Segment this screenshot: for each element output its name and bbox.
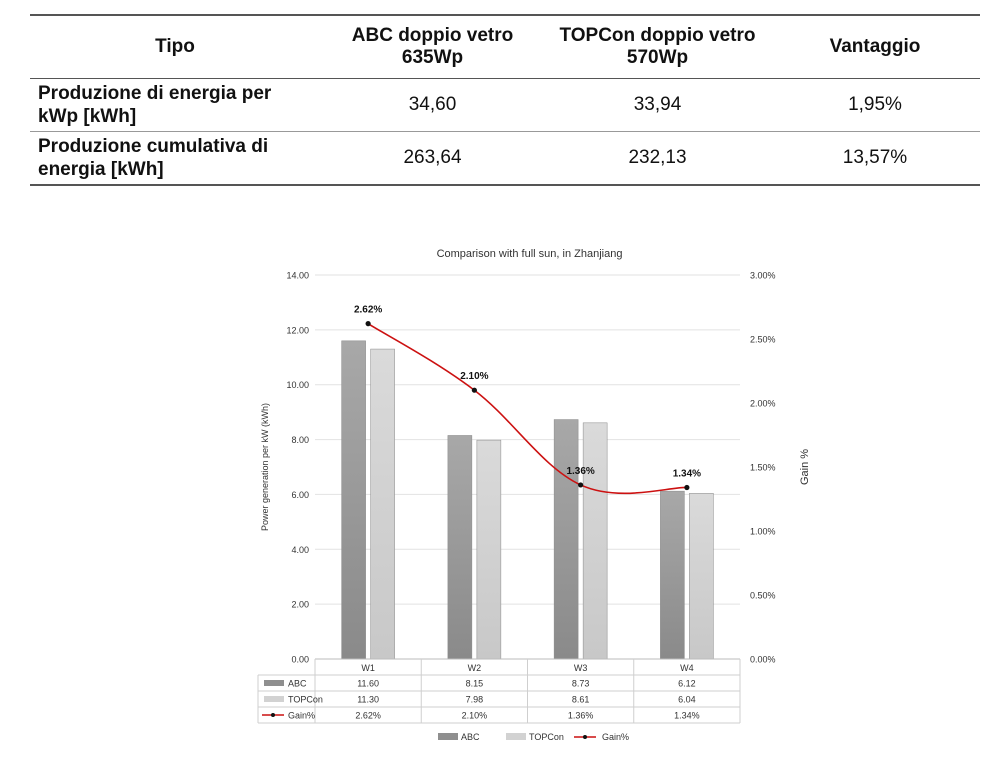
cell-advantage: 1,95% [848,94,902,115]
bar-topcon-w1 [370,348,395,660]
data-table-value: 2.10% [462,711,488,721]
row-label: Produzione cumulativa di energia [kWh] [38,136,269,180]
y-tick-label: 14.00 [286,271,309,281]
header-topcon: TOPCon doppio vetro 570Wp [559,25,756,68]
data-table-value: 7.98 [466,695,484,705]
y-tick-label: 12.00 [286,325,309,335]
data-table-value: 2.62% [355,711,381,721]
legend-swatch-topcon [264,696,284,702]
gain-data-label: 1.34% [673,468,701,479]
x-category-label: W2 [468,663,482,673]
y2-tick-label: 2.00% [750,399,776,409]
y-tick-label: 8.00 [291,435,309,445]
legend-marker-gain [583,735,587,739]
y2-tick-label: 0.50% [750,591,776,601]
row-label: Produzione di energia per kWp [kWh] [38,83,272,127]
y2-tick-label: 3.00% [750,271,776,281]
table-row: Produzione di energia per kWp [kWh] 34,60… [30,79,980,132]
y-tick-label: 0.00 [291,655,309,665]
bar-abc-w4 [660,490,685,660]
gain-line [367,322,687,495]
y2-tick-label: 0.00% [750,655,776,665]
gain-data-label: 2.10% [460,371,488,382]
y-tick-label: 2.00 [291,600,309,610]
bar-topcon-w4 [689,493,714,660]
legend-label: Gain% [602,732,629,742]
bar-abc-w1 [341,340,366,660]
legend-swatch-abc [438,733,458,740]
data-table-series-name: ABC [288,679,307,689]
header-advantage: Vantaggio [829,36,921,57]
y-axis-label: Power generation per kW (kWh) [260,403,270,531]
y-tick-label: 10.00 [286,380,309,390]
data-table-value: 8.61 [572,695,590,705]
data-table-value: 8.73 [572,679,590,689]
y-tick-label: 4.00 [291,545,309,555]
x-category-label: W3 [574,663,588,673]
gain-point-w2 [471,387,477,393]
data-table-value: 6.12 [678,679,696,689]
bar-topcon-w2 [476,439,502,660]
y2-tick-label: 1.50% [750,463,776,473]
gain-point-w3 [578,482,584,488]
data-table-value: 1.34% [674,711,700,721]
data-table-value: 6.04 [678,695,696,705]
gain-data-label: 1.36% [566,466,594,477]
table-row: Produzione cumulativa di energia [kWh] 26… [30,132,980,185]
data-table-value: 1.36% [568,711,594,721]
legend-swatch-topcon [506,733,526,740]
chart-title: Comparison with full sun, in Zhanjiang [437,248,623,260]
gain-point-w4 [684,484,690,491]
data-table-series-name: Gain% [288,711,315,721]
legend-label: TOPCon [529,732,564,742]
cell-abc: 34,60 [408,94,457,115]
comparison-table: Tipo ABC doppio vetro 635Wp TOPCon doppio… [30,14,980,186]
y-tick-label: 6.00 [291,490,309,500]
data-table-value: 11.60 [357,679,379,689]
header-abc: ABC doppio vetro 635Wp [351,25,514,68]
header-type: Tipo [155,36,195,57]
legend-swatch-abc [264,680,284,686]
bar-topcon-w3 [582,422,608,660]
cell-abc: 263,64 [403,147,462,168]
data-table-value: 8.15 [466,679,484,689]
y2-tick-label: 1.00% [750,527,776,537]
y2-axis-label: Gain % [799,449,811,485]
table-header-row: Tipo ABC doppio vetro 635Wp TOPCon doppio… [30,15,980,79]
data-table-value: 11.30 [357,695,379,705]
gain-comparison-chart: Comparison with full sun, in Zhanjiang 0.… [257,248,811,742]
legend-marker-gain [271,713,275,717]
gain-data-label: 2.62% [354,305,382,316]
x-category-label: W1 [361,663,375,673]
data-table-series-name: TOPCon [288,695,323,705]
legend-label: ABC [461,732,480,742]
bar-abc-w2 [447,435,473,660]
bar-abc-w3 [553,419,579,660]
cell-topcon: 33,94 [633,94,682,115]
cell-advantage: 13,57% [842,147,908,168]
cell-topcon: 232,13 [628,147,687,168]
x-category-label: W4 [680,663,694,673]
y2-tick-label: 2.50% [750,335,776,345]
gain-point-w1 [365,321,371,327]
